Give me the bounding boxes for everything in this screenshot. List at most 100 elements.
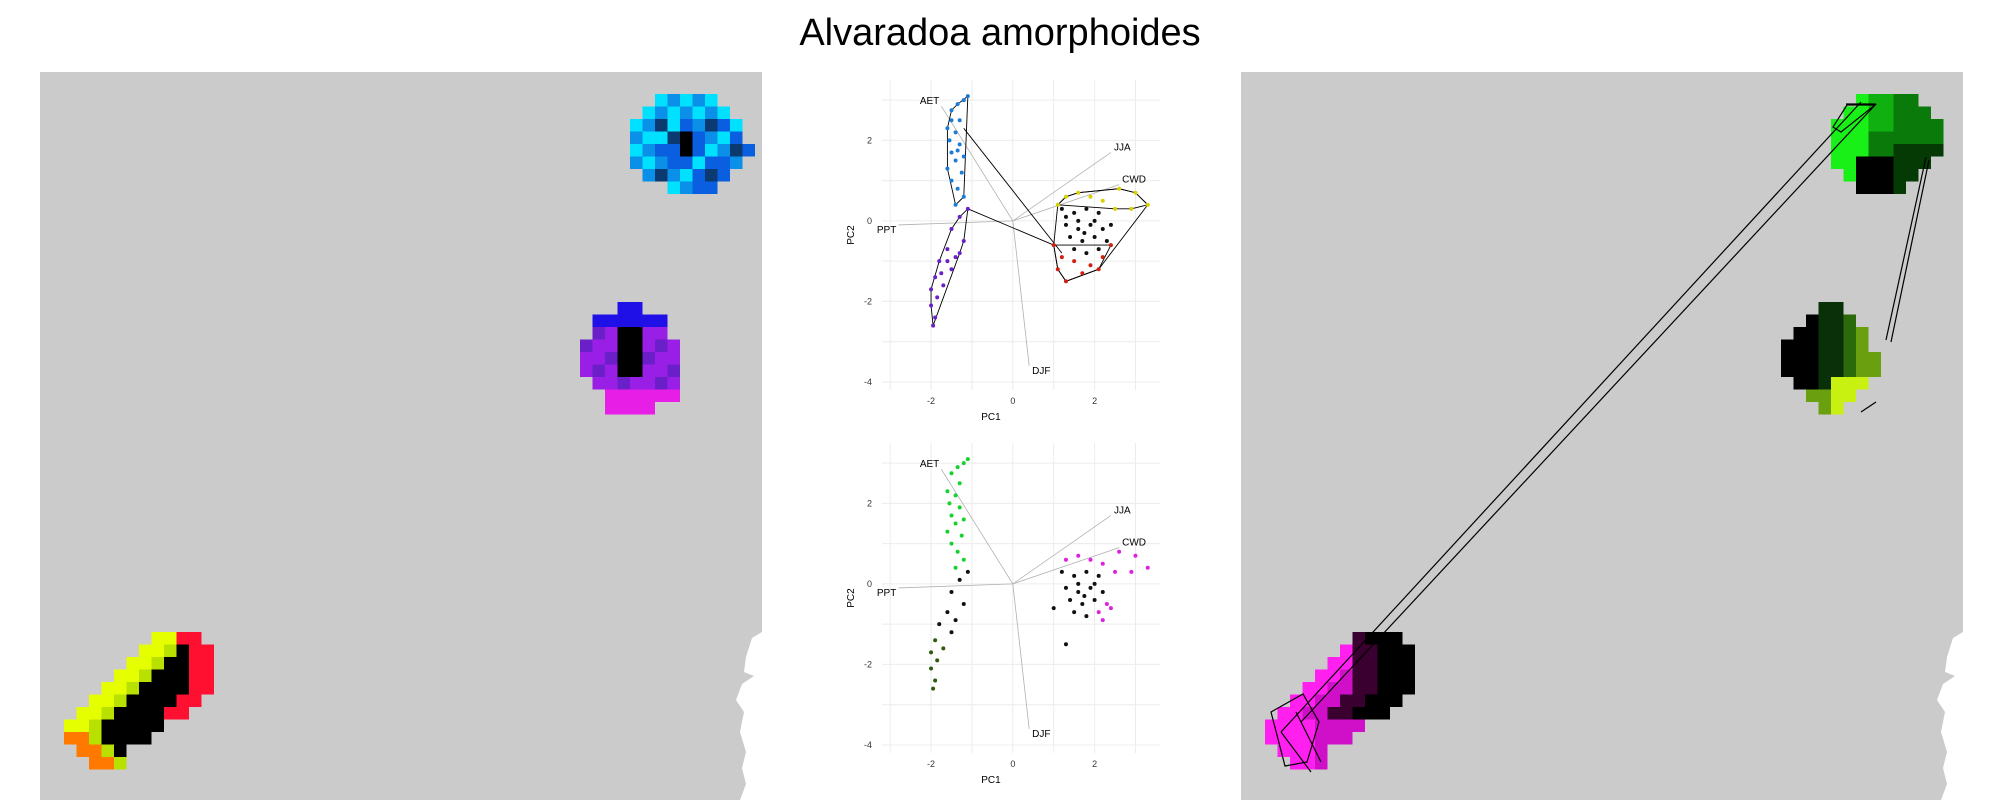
data-point	[957, 118, 962, 123]
map-cell	[101, 694, 114, 707]
loading-label: DJF	[1032, 729, 1050, 740]
map-cell	[76, 719, 89, 732]
map-cell	[114, 744, 127, 757]
data-point	[929, 287, 934, 292]
data-point	[953, 493, 958, 498]
map-cell	[1906, 106, 1919, 119]
map-cell	[605, 389, 618, 402]
data-point	[953, 158, 958, 163]
map-cell	[114, 719, 127, 732]
data-point	[957, 505, 962, 510]
map-cell	[680, 181, 693, 194]
map-cell	[1843, 169, 1856, 182]
map-cell	[642, 389, 655, 402]
right-map-svg	[1265, 94, 1963, 800]
hull-link-line	[1300, 103, 1877, 723]
map-cell	[1881, 131, 1894, 144]
map-cell	[1831, 327, 1844, 340]
map-cell	[592, 364, 605, 377]
map-cell	[642, 402, 655, 415]
data-point	[949, 541, 954, 546]
map-cell	[139, 707, 152, 720]
loading-label: AET	[920, 96, 939, 107]
data-point	[939, 271, 944, 276]
map-cell	[1377, 682, 1390, 695]
map-cell	[1315, 669, 1328, 682]
map-cell	[592, 352, 605, 365]
map-cell	[605, 402, 618, 415]
data-point	[1096, 610, 1101, 615]
data-point	[1117, 549, 1122, 554]
map-cell	[730, 144, 743, 157]
map-cell	[1365, 644, 1378, 657]
map-cell	[1327, 707, 1340, 720]
map-cell	[692, 106, 705, 119]
map-cell	[1818, 352, 1831, 365]
map-cell	[1793, 377, 1806, 390]
page-title: Alvaradoa amorphoides	[799, 12, 1201, 54]
map-cell	[1365, 707, 1378, 720]
map-cell	[1831, 339, 1844, 352]
data-point	[1145, 565, 1150, 570]
data-point	[1059, 206, 1064, 211]
map-cell	[176, 657, 189, 670]
data-point	[945, 247, 950, 252]
data-point	[945, 166, 950, 171]
map-cell	[1327, 719, 1340, 732]
map-cell	[692, 156, 705, 169]
map-cell	[605, 314, 618, 327]
data-point	[1104, 602, 1109, 607]
map-cell	[655, 119, 668, 132]
data-point	[933, 315, 938, 320]
data-point	[1072, 259, 1077, 264]
map-cell	[605, 327, 618, 340]
map-cell	[76, 707, 89, 720]
map-cell	[705, 156, 718, 169]
map-cell	[201, 669, 214, 682]
map-cell	[667, 169, 680, 182]
loading-label: JJA	[1114, 142, 1131, 153]
map-cell	[1327, 694, 1340, 707]
map-cell	[1277, 732, 1290, 745]
map-cell	[176, 682, 189, 695]
map-cell	[642, 106, 655, 119]
map-cell	[1818, 327, 1831, 340]
map-cell	[592, 314, 605, 327]
map-cell	[1843, 377, 1856, 390]
map-cell	[189, 644, 202, 657]
map-cell	[89, 744, 102, 757]
map-cell	[1365, 682, 1378, 695]
map-cell	[630, 389, 643, 402]
map-cell	[1856, 377, 1869, 390]
map-cell	[617, 402, 630, 415]
map-cell	[630, 119, 643, 132]
map-cell	[642, 131, 655, 144]
map-cell	[176, 644, 189, 657]
data-point	[1080, 239, 1085, 244]
map-cell	[1843, 144, 1856, 157]
map-cell	[1806, 364, 1819, 377]
map-cell	[139, 694, 152, 707]
data-point	[953, 130, 958, 135]
map-cell	[1277, 719, 1290, 732]
map-cell	[164, 657, 177, 670]
map-cell	[1881, 169, 1894, 182]
map-cell	[1818, 339, 1831, 352]
map-cell	[139, 657, 152, 670]
map-cell	[114, 732, 127, 745]
map-cell	[1793, 352, 1806, 365]
map-cell	[1856, 352, 1869, 365]
map-cell	[1365, 632, 1378, 645]
map-cell	[1377, 669, 1390, 682]
loading-vector	[898, 583, 1013, 589]
map-cell	[126, 682, 139, 695]
map-cell	[1315, 757, 1328, 770]
map-cell	[680, 169, 693, 182]
map-cell	[1818, 402, 1831, 415]
data-point	[953, 618, 958, 623]
map-cell	[1390, 682, 1403, 695]
map-cell	[1793, 339, 1806, 352]
map-cell	[1856, 339, 1869, 352]
map-cell	[101, 757, 114, 770]
map-cell	[1793, 327, 1806, 340]
